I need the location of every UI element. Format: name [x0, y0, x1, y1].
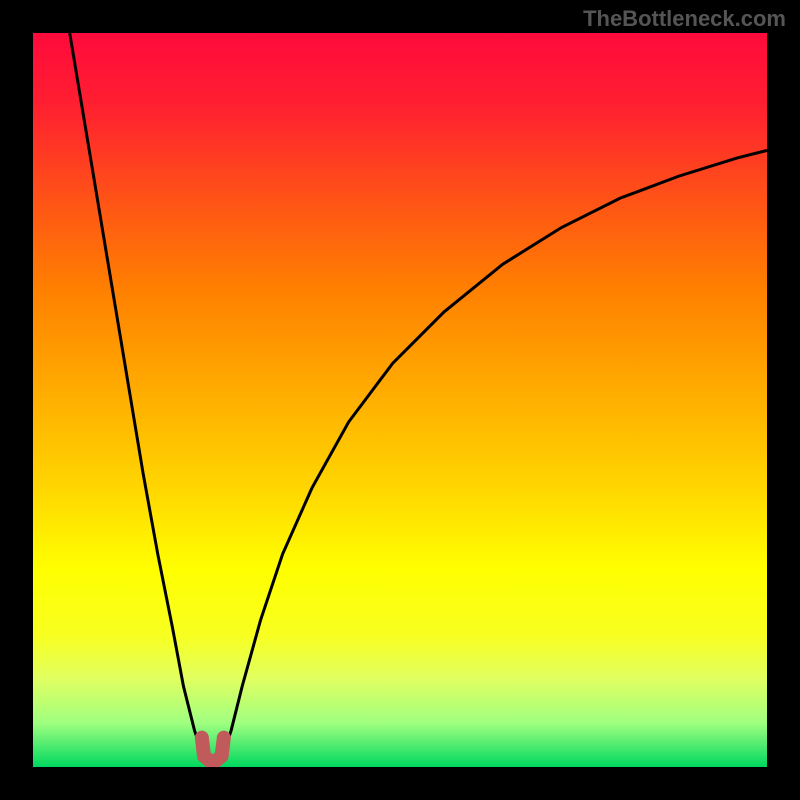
bottleneck-curve-right	[224, 150, 767, 752]
plot-area	[33, 33, 767, 767]
watermark-text: TheBottleneck.com	[583, 6, 786, 32]
curve-layer	[33, 33, 767, 767]
bottleneck-curve-left	[70, 33, 202, 752]
optimal-marker	[202, 738, 224, 764]
